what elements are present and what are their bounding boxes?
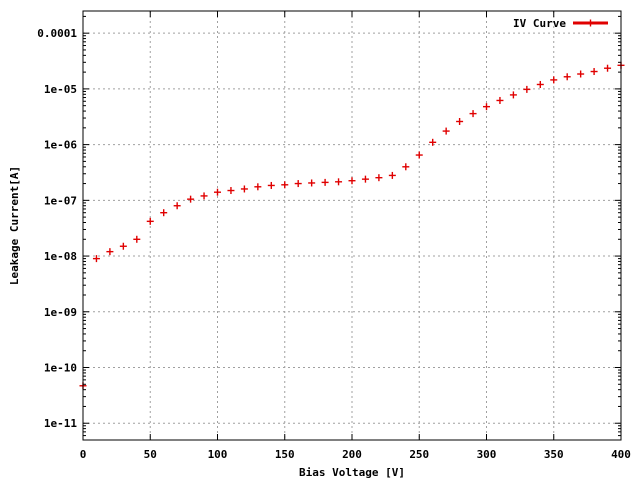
x-tick-label: 0: [80, 448, 87, 461]
x-tick-label: 200: [342, 448, 362, 461]
data-point: [146, 217, 154, 225]
data-point: [173, 202, 181, 210]
data-point: [415, 151, 423, 159]
y-tick-label: 1e-08: [44, 250, 77, 263]
data-point: [240, 185, 248, 193]
data-point: [577, 70, 585, 78]
data-point: [335, 178, 343, 186]
y-tick-label: 1e-07: [44, 194, 77, 207]
data-point: [469, 110, 477, 118]
data-point: [456, 117, 464, 125]
data-points: [79, 61, 625, 390]
data-point: [442, 127, 450, 135]
data-point: [536, 80, 544, 88]
data-point: [348, 177, 356, 185]
data-point: [375, 174, 383, 182]
data-point: [563, 73, 571, 81]
y-tick-label: 1e-09: [44, 306, 77, 319]
legend-label-iv-curve: IV Curve: [513, 17, 566, 30]
y-tick-label: 1e-06: [44, 139, 77, 152]
data-point: [308, 179, 316, 187]
legend: IV Curve: [513, 17, 608, 30]
legend-marker-iv-curve: [587, 19, 594, 27]
data-point: [590, 68, 598, 76]
data-point: [604, 64, 612, 72]
x-tick-label: 250: [409, 448, 429, 461]
x-tick-label: 100: [208, 448, 228, 461]
x-tick-label: 350: [544, 448, 564, 461]
y-tick-label: 0.0001: [37, 27, 77, 40]
data-point: [200, 192, 208, 200]
data-point: [402, 163, 410, 171]
data-point: [187, 195, 195, 203]
data-point: [267, 181, 275, 189]
y-tick-label: 1e-10: [44, 362, 77, 375]
x-tick-label: 300: [477, 448, 497, 461]
data-point: [496, 96, 504, 104]
x-tick-label: 50: [144, 448, 157, 461]
data-point: [294, 180, 302, 188]
data-point: [483, 103, 490, 111]
x-tick-labels: 0 50 100 150 200 250 300 350 400: [80, 448, 631, 461]
grid-lines: [83, 11, 621, 440]
data-point: [254, 183, 262, 191]
x-tick-label: 150: [275, 448, 295, 461]
data-point: [119, 242, 127, 250]
data-point: [281, 181, 289, 189]
data-point: [550, 76, 558, 84]
data-point: [133, 235, 141, 243]
data-point: [106, 248, 114, 256]
x-tick-label: 400: [611, 448, 631, 461]
data-point: [361, 175, 369, 183]
data-point: [388, 171, 396, 179]
x-axis-title: Bias Voltage [V]: [299, 466, 405, 479]
y-axis-title: Leakage Current[A]: [8, 166, 21, 285]
data-point: [214, 188, 221, 196]
y-tick-labels: 1e-11 1e-10 1e-09 1e-08 1e-07 1e-06 1e-05 0.000…: [37, 27, 77, 430]
data-point: [92, 255, 100, 263]
y-tick-label: 1e-11: [44, 417, 77, 430]
data-point: [160, 209, 168, 217]
data-point: [227, 187, 235, 195]
data-point: [321, 178, 329, 186]
data-point: [429, 138, 437, 146]
data-point: [509, 91, 517, 99]
plot-frame: [82, 10, 622, 441]
data-point: [523, 85, 531, 93]
axis-ticks: [82, 11, 622, 441]
y-tick-label: 1e-05: [44, 83, 77, 96]
